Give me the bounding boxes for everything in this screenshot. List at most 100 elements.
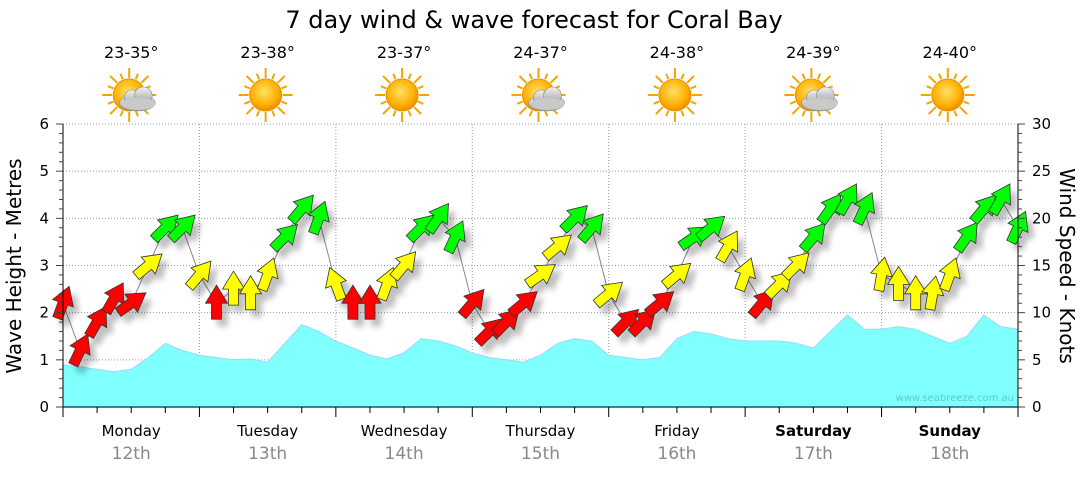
wind-arrow <box>149 214 179 244</box>
sun-ray <box>665 110 670 117</box>
sun-icon <box>375 68 430 122</box>
wind-arrow <box>358 284 382 320</box>
wind-arrow <box>660 262 692 290</box>
sun-ray <box>276 75 286 84</box>
sun-ray <box>789 85 797 90</box>
sun-icon <box>647 68 702 122</box>
right-tick-label: 15 <box>1032 257 1051 275</box>
day-date-label: 16th <box>657 444 696 464</box>
left-tick-label: 3 <box>39 257 49 275</box>
sun-ray <box>382 106 391 115</box>
left-tick-label: 4 <box>39 209 49 227</box>
sun-ray <box>413 75 422 84</box>
sun-ray <box>245 75 255 84</box>
sun-ray <box>959 106 968 115</box>
wave-height-area <box>62 314 1019 408</box>
sun-ray <box>516 85 524 90</box>
sun-disc <box>658 78 692 112</box>
sun-ray <box>276 106 286 115</box>
left-tick-label: 2 <box>39 304 49 322</box>
sun-ray <box>518 75 528 84</box>
wind-arrow <box>490 308 520 338</box>
daily-weather-row: 23-35° 23-38° 23-37° 24-37° 24-38° 24-39° 24-4… <box>102 43 977 122</box>
x-axis-day-labels: Monday 12th Tuesday 13th Wednesday 14th Thursd… <box>102 422 982 464</box>
wind-arrow <box>715 230 739 264</box>
right-tick-label: 0 <box>1032 398 1042 416</box>
sun-ray <box>801 73 806 80</box>
sun-ray <box>927 75 937 84</box>
sun-ray <box>245 106 255 115</box>
cloud-part <box>530 98 565 110</box>
wind-arrows <box>51 183 1029 368</box>
sun-ray <box>407 110 412 117</box>
chart-title: 7 day wind & wave forecast for Coral Bay <box>285 6 782 34</box>
sun-ray <box>665 73 670 80</box>
day-date-label: 17th <box>794 444 833 464</box>
wind-arrow <box>307 200 330 236</box>
cloud-part <box>803 98 838 110</box>
wind-arrow <box>269 223 298 253</box>
sun-ray <box>271 110 276 117</box>
temperature-range: 24-37° <box>513 43 568 62</box>
day-name-label: Sunday <box>919 422 982 440</box>
day-date-label: 13th <box>248 444 287 464</box>
sun-ray <box>926 85 933 90</box>
sun-ray <box>926 100 933 105</box>
temperature-range: 23-38° <box>240 43 295 62</box>
sun-ray <box>680 110 685 117</box>
sun-ray <box>528 73 533 80</box>
day-name-label: Thursday <box>505 422 576 440</box>
wind-arrow <box>68 333 91 368</box>
sun-ray <box>690 85 697 90</box>
wind-arrow <box>938 257 961 293</box>
day-name-label: Tuesday <box>236 422 298 440</box>
sun-ray <box>690 100 697 105</box>
sun-ray <box>380 100 387 105</box>
right-tick-label: 25 <box>1032 162 1051 180</box>
wind-arrow <box>627 308 657 338</box>
wind-arrow <box>132 253 163 281</box>
y-axis-left-label: Wave Height - Metres <box>2 158 26 373</box>
sun-disc <box>385 78 419 112</box>
wind-arrow <box>886 265 911 301</box>
right-tick-label: 10 <box>1032 304 1051 322</box>
right-tick-label: 30 <box>1032 115 1051 133</box>
sun-ray <box>655 75 664 84</box>
sun-ray <box>392 110 397 117</box>
cloud-shape <box>801 86 838 112</box>
wind-arrow <box>577 213 604 244</box>
sun-ray <box>801 110 806 117</box>
cloud-part <box>121 98 156 110</box>
sun-ray <box>686 75 695 84</box>
wind-arrow <box>443 220 466 255</box>
y-axis-right-label: Wind Speed - Knots <box>1055 168 1079 364</box>
wind-arrow <box>1006 210 1029 245</box>
wind-arrow <box>114 292 147 318</box>
sun-ray <box>791 75 801 84</box>
sun-ray <box>544 110 549 117</box>
sun-ray <box>655 106 664 115</box>
day-date-label: 18th <box>930 444 969 464</box>
wind-arrow <box>834 183 858 217</box>
sun-ray <box>938 110 943 117</box>
wind-arrow <box>747 288 775 320</box>
left-tick-label: 5 <box>39 162 49 180</box>
wind-arrow <box>424 202 449 235</box>
sun-ray <box>107 100 114 105</box>
sun-ray <box>109 75 118 84</box>
sun-ray <box>816 73 822 80</box>
wind-arrow <box>541 234 572 262</box>
sun-ray <box>280 100 288 105</box>
sun-disc <box>931 78 965 112</box>
sun-ray <box>119 110 124 117</box>
wind-arrow <box>952 221 978 254</box>
sun-ray <box>417 100 424 105</box>
cloud-shape <box>118 86 156 112</box>
temperature-range: 24-38° <box>650 43 705 62</box>
day-date-label: 15th <box>521 444 560 464</box>
sun-ray <box>927 106 937 115</box>
temperature-range: 23-35° <box>104 43 159 62</box>
wind-arrow <box>903 275 928 311</box>
sun-ray <box>140 75 150 84</box>
sun-ray <box>791 106 801 115</box>
